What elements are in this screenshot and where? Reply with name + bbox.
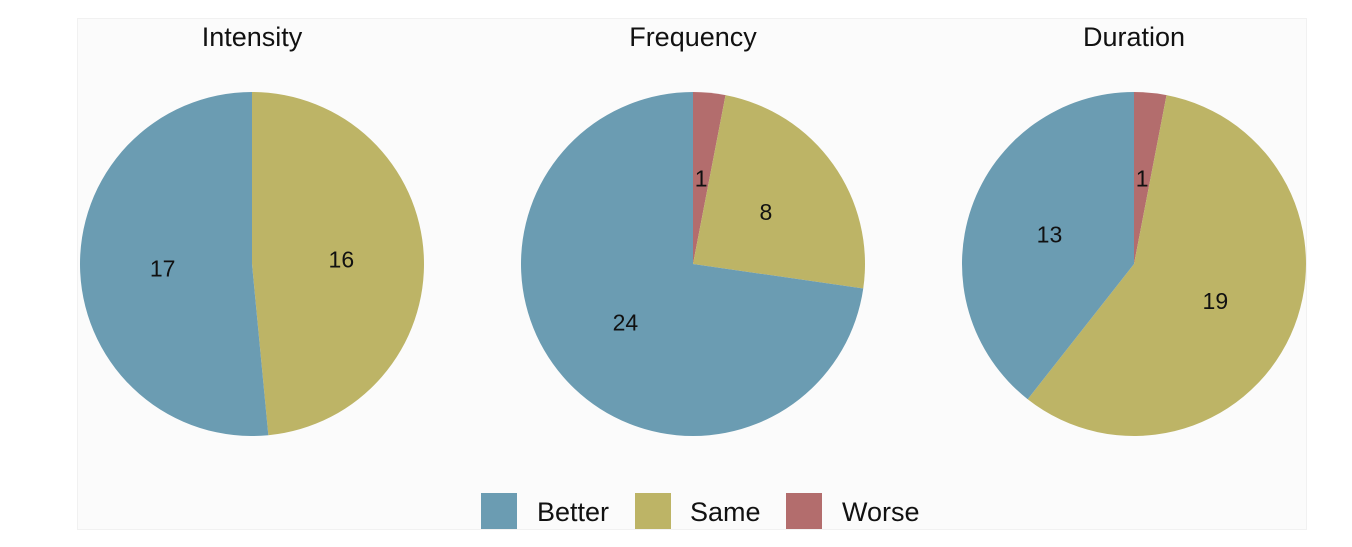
pie-frequency: Frequency 1 8 24 [520, 22, 865, 436]
legend-label-better: Better [537, 497, 609, 527]
pie-intensity: Intensity 16 17 [80, 22, 425, 436]
slice-label-worse: 1 [1136, 165, 1149, 191]
slice-better [961, 92, 1134, 400]
slice-label-same: 16 [329, 247, 355, 273]
pie-title: Frequency [629, 22, 757, 52]
legend: Better Same Worse [481, 493, 920, 529]
slice-same [1027, 95, 1306, 436]
slice-label-worse: 1 [695, 165, 708, 191]
slice-label-better: 13 [1037, 222, 1063, 248]
pie-title: Intensity [202, 22, 303, 52]
slice-worse [1134, 92, 1167, 264]
slice-label-same: 8 [759, 199, 772, 225]
pie-title: Duration [1083, 22, 1185, 52]
slice-worse [693, 92, 726, 264]
slice-better [520, 92, 864, 436]
legend-swatch-worse [786, 493, 822, 529]
slice-better [80, 92, 269, 436]
slice-label-better: 17 [150, 255, 176, 281]
pie-duration: Duration 1 19 13 [961, 22, 1306, 436]
slice-same [252, 92, 425, 436]
legend-swatch-same [635, 493, 671, 529]
slice-same [693, 95, 865, 289]
legend-label-same: Same [690, 497, 761, 527]
slice-label-better: 24 [613, 310, 639, 336]
slice-label-same: 19 [1203, 288, 1229, 314]
legend-label-worse: Worse [842, 497, 920, 527]
legend-swatch-better [481, 493, 517, 529]
